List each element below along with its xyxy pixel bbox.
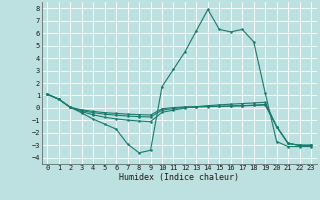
X-axis label: Humidex (Indice chaleur): Humidex (Indice chaleur)	[119, 173, 239, 182]
